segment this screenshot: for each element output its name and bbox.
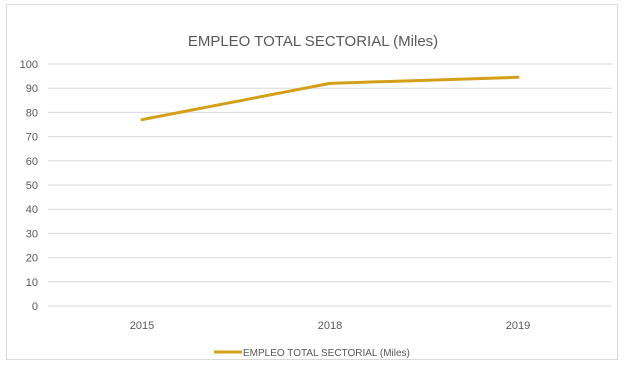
y-tick-label: 40 bbox=[26, 204, 38, 216]
x-tick-label: 2019 bbox=[506, 320, 530, 332]
series-line bbox=[140, 75, 520, 122]
series-lines bbox=[140, 75, 520, 122]
legend-label: EMPLEO TOTAL SECTORIAL (Miles) bbox=[243, 348, 410, 359]
y-tick-label: 100 bbox=[20, 59, 38, 71]
y-tick-label: 30 bbox=[26, 228, 38, 240]
y-tick-label: 60 bbox=[26, 156, 38, 168]
gridlines bbox=[48, 63, 612, 307]
legend: EMPLEO TOTAL SECTORIAL (Miles) bbox=[214, 348, 410, 359]
y-tick-label: 80 bbox=[26, 107, 38, 119]
y-axis-tick-labels: 0 10 20 30 40 50 60 70 80 90 100 bbox=[20, 59, 38, 313]
y-tick-label: 90 bbox=[26, 83, 38, 95]
y-tick-label: 20 bbox=[26, 253, 38, 265]
y-tick-label: 70 bbox=[26, 132, 38, 144]
x-tick-label: 2015 bbox=[130, 320, 154, 332]
x-axis-tick-labels: 2015 2018 2019 bbox=[130, 320, 530, 332]
y-tick-label: 50 bbox=[26, 180, 38, 192]
y-tick-label: 10 bbox=[26, 277, 38, 289]
x-tick-label: 2018 bbox=[318, 320, 342, 332]
chart-title: EMPLEO TOTAL SECTORIAL (Miles) bbox=[188, 33, 438, 50]
chart-container bbox=[6, 4, 618, 360]
y-tick-label: 0 bbox=[32, 301, 38, 313]
